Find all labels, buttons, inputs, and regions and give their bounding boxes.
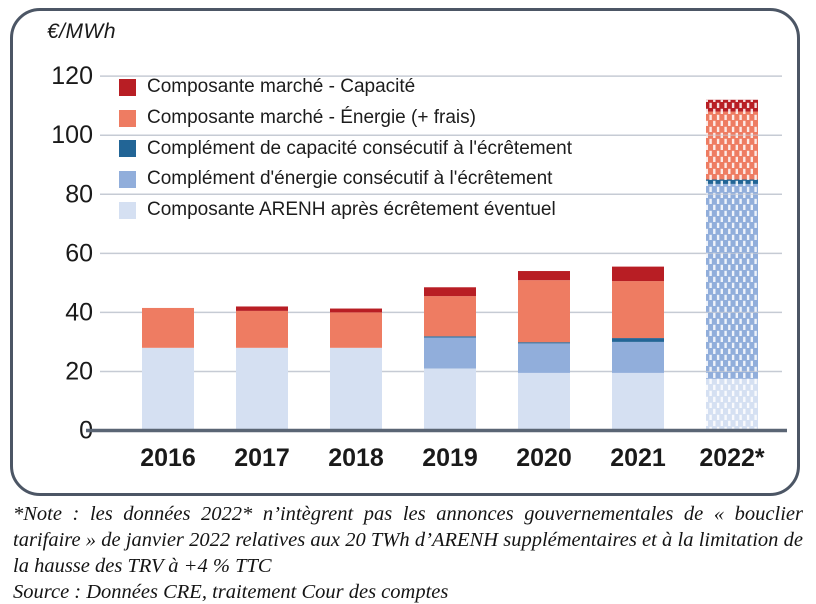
legend-swatch-capacite bbox=[119, 78, 136, 96]
x-axis-label: 2020 bbox=[516, 444, 572, 472]
legend-swatch-energie bbox=[119, 109, 136, 127]
bar-segment bbox=[424, 368, 476, 431]
x-axis-label: 2022* bbox=[699, 444, 765, 472]
legend-label: Complément d'énergie consécutif à l'écrê… bbox=[147, 168, 553, 190]
bar-hatch-overlay bbox=[706, 99, 758, 431]
legend-swatch-complement-energie bbox=[119, 170, 136, 188]
x-axis-label: 2017 bbox=[234, 444, 290, 472]
chart-panel bbox=[10, 8, 800, 496]
bar-segment bbox=[518, 342, 570, 344]
legend-swatch-complement-capacite bbox=[119, 140, 136, 158]
bar-segment bbox=[236, 306, 288, 311]
bar-segment bbox=[330, 308, 382, 313]
bar-segment bbox=[518, 372, 570, 431]
legend-label: Complément de capacité consécutif à l'éc… bbox=[147, 137, 573, 159]
stacked-bar-chart: 0204060801001202016201720182019202020212… bbox=[51, 62, 787, 472]
bar-segment bbox=[424, 287, 476, 297]
bar-segment bbox=[236, 310, 288, 348]
bar-segment bbox=[612, 281, 664, 339]
bar-segment bbox=[518, 343, 570, 373]
legend-item: Composante marché - Énergie (+ frais) bbox=[119, 103, 572, 134]
x-axis-label: 2018 bbox=[328, 444, 384, 472]
bar-segment bbox=[424, 336, 476, 338]
bar-segment bbox=[612, 341, 664, 373]
legend-label: Composante marché - Énergie (+ frais) bbox=[147, 107, 476, 129]
legend-item: Composante marché - Capacité bbox=[119, 72, 572, 103]
x-axis-label: 2021 bbox=[610, 444, 666, 472]
y-axis-tick-label: 20 bbox=[65, 357, 93, 385]
y-axis-unit-label: €/MWh bbox=[47, 20, 117, 43]
legend-item: Complément d'énergie consécutif à l'écrê… bbox=[119, 164, 572, 195]
bar-segment bbox=[612, 372, 664, 431]
chart-legend: Composante marché - Capacité Composante … bbox=[119, 72, 572, 225]
bar-segment bbox=[330, 312, 382, 348]
legend-item: Composante ARENH après écrêtement éventu… bbox=[119, 195, 572, 226]
bar-segment bbox=[518, 280, 570, 343]
legend-item: Complément de capacité consécutif à l'éc… bbox=[119, 133, 572, 164]
bar-segment bbox=[142, 347, 194, 431]
legend-label: Composante marché - Capacité bbox=[147, 76, 416, 98]
note-text: *Note : les données 2022* n’intègrent pa… bbox=[13, 503, 803, 577]
bar-segment bbox=[424, 337, 476, 369]
y-axis-tick-label: 120 bbox=[51, 62, 93, 90]
y-axis-tick-label: 100 bbox=[51, 121, 93, 149]
bar-segment bbox=[612, 338, 664, 342]
y-axis-tick-label: 40 bbox=[65, 298, 93, 326]
bar-segment bbox=[142, 307, 194, 348]
y-axis-tick-label: 80 bbox=[65, 180, 93, 208]
x-axis-label: 2019 bbox=[422, 444, 478, 472]
y-axis-tick-label: 60 bbox=[65, 239, 93, 267]
legend-swatch-arenh bbox=[119, 201, 136, 219]
bar-segment bbox=[424, 296, 476, 337]
legend-label: Composante ARENH après écrêtement éventu… bbox=[147, 199, 556, 221]
bar-segment bbox=[612, 266, 664, 282]
bar-segment bbox=[330, 347, 382, 431]
x-axis-label: 2016 bbox=[140, 444, 196, 472]
bar-segment bbox=[236, 347, 288, 431]
source-text: Source : Données CRE, traitement Cour de… bbox=[13, 581, 449, 603]
footnotes: *Note : les données 2022* n’intègrent pa… bbox=[13, 501, 803, 604]
bar-segment bbox=[518, 271, 570, 281]
